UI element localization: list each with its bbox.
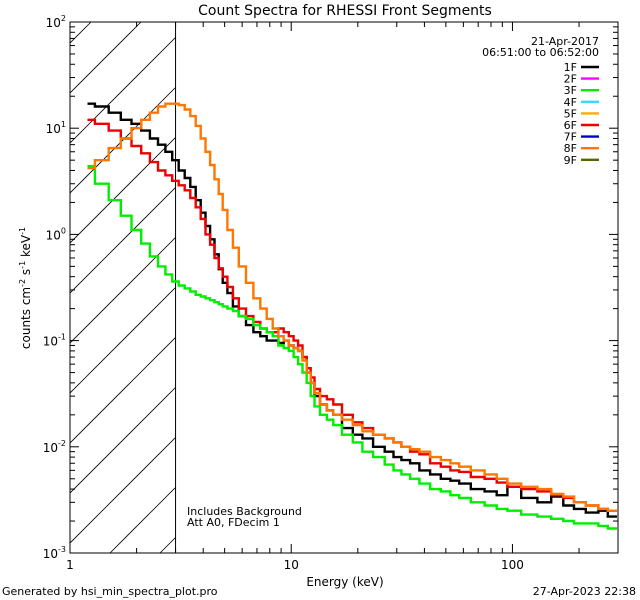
y-tick-label: 10-2: [43, 439, 66, 455]
legend-label-5F: 5F: [564, 107, 577, 120]
hatch-line: [70, 22, 92, 44]
hatched-region: [70, 22, 618, 553]
x-tick-label: 10: [284, 558, 299, 572]
legend-date: 21-Apr-2017: [531, 35, 599, 48]
legend-label-3F: 3F: [564, 84, 577, 97]
hatch-line: [70, 22, 242, 194]
y-tick-label: 100: [46, 226, 66, 242]
hatch-mask: [175, 22, 618, 553]
series-group: [87, 102, 617, 530]
x-tick-label: 100: [501, 558, 524, 572]
annotation-background: Includes Background: [187, 505, 302, 518]
hatch-line: [70, 22, 192, 144]
y-tick-label: 101: [46, 120, 66, 136]
x-tick-label: 1: [66, 558, 74, 572]
y-axis: 10-3 10-2 10-1 100 101 102: [43, 14, 618, 561]
legend-label-1F: 1F: [564, 61, 577, 74]
legend-label-9F: 9F: [564, 154, 577, 167]
legend: 21-Apr-2017 06:51:00 to 06:52:00 1F2F3F4…: [482, 35, 599, 167]
y-label-sup1: -2: [18, 279, 27, 287]
y-label-sup2: -1: [18, 261, 27, 269]
series-6F: [87, 118, 617, 512]
chart-title: Count Spectra for RHESSI Front Segments: [198, 3, 492, 19]
y-tick-label: 10-1: [43, 333, 66, 349]
footer-generated: Generated by hsi_min_spectra_plot.pro: [2, 585, 218, 598]
legend-label-6F: 6F: [564, 119, 577, 132]
series-8F: [87, 102, 617, 512]
y-tick-label: 10-3: [43, 545, 66, 561]
x-axis: 1 10 100: [66, 22, 619, 572]
plot-frame: [69, 21, 619, 554]
footer-date: 27-Apr-2023 22:38: [533, 585, 636, 598]
y-tick-label: 102: [46, 14, 66, 30]
y-label-mid2: keV: [19, 234, 33, 261]
y-label-sup3: -1: [18, 227, 27, 235]
legend-label-7F: 7F: [564, 131, 577, 144]
y-label-base: counts cm: [19, 287, 33, 349]
legend-label-2F: 2F: [564, 73, 577, 86]
x-axis-label: Energy (keV): [306, 575, 383, 589]
legend-label-8F: 8F: [564, 142, 577, 155]
legend-label-4F: 4F: [564, 96, 577, 109]
series-3F: [87, 164, 617, 530]
y-label-mid1: s: [19, 269, 33, 279]
annotation-attenuator: Att A0, FDecim 1: [187, 516, 280, 529]
y-axis-label: counts cm-2 s-1 keV-1: [18, 227, 33, 349]
legend-time-range: 06:51:00 to 06:52:00: [482, 46, 599, 59]
